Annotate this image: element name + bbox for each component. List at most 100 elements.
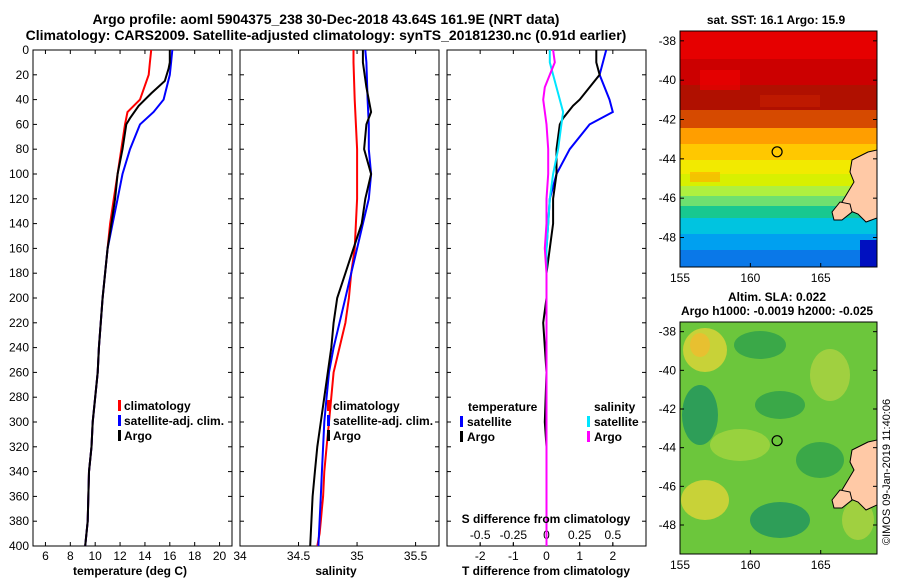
x-tick-label: 8 bbox=[67, 549, 74, 563]
new-zealand-coast bbox=[841, 439, 877, 511]
s-tick-label: -0.25 bbox=[500, 528, 528, 542]
lat-tick-label: -42 bbox=[659, 402, 677, 416]
sla-blob bbox=[682, 385, 718, 445]
sst-patch bbox=[690, 172, 720, 182]
legend-swatch-t-satellite bbox=[460, 416, 463, 427]
legend-label-climatology: climatology bbox=[333, 399, 400, 413]
lat-tick-label: -40 bbox=[659, 363, 677, 377]
lon-tick-label: 165 bbox=[811, 558, 831, 572]
depth-tick-label: 100 bbox=[9, 167, 29, 181]
depth-tick-label: 180 bbox=[9, 266, 29, 280]
x-tick-label: -2 bbox=[475, 549, 486, 563]
depth-tick-label: 200 bbox=[9, 291, 29, 305]
lat-tick-label: -48 bbox=[659, 231, 677, 245]
x-tick-label: 0 bbox=[543, 549, 550, 563]
figure-title-line1: Argo profile: aoml 5904375_238 30-Dec-20… bbox=[93, 11, 560, 27]
depth-tick-label: 320 bbox=[9, 440, 29, 454]
x-tick-label: 20 bbox=[213, 549, 227, 563]
depth-tick-label: 140 bbox=[9, 217, 29, 231]
legend-swatch-climatology bbox=[118, 400, 121, 411]
salinity-depth-ticks bbox=[240, 49, 439, 547]
legend-swatch-t-argo bbox=[460, 431, 463, 442]
argo-position-marker bbox=[771, 435, 783, 447]
depth-tick-label: 120 bbox=[9, 192, 29, 206]
depth-tick-label: 240 bbox=[9, 341, 29, 355]
sla-blob bbox=[810, 349, 850, 401]
depth-ticks: 0 20 40 60 80 100 120 140 160 180 200 220 240 260 280 3… bbox=[9, 43, 232, 553]
x-tick-label: -1 bbox=[508, 549, 519, 563]
depth-tick-label: 300 bbox=[9, 415, 29, 429]
s-tick-label: 0.25 bbox=[568, 528, 592, 542]
sst-band bbox=[680, 250, 877, 267]
x-tick-label: 2 bbox=[609, 549, 616, 563]
temperature-satellite-line bbox=[84, 50, 174, 546]
lat-tick-label: -48 bbox=[659, 518, 677, 532]
new-zealand-coast bbox=[831, 489, 853, 509]
sla-blob bbox=[690, 333, 710, 357]
legend-swatch-satellite bbox=[327, 415, 330, 426]
sst-band bbox=[680, 234, 877, 250]
x-tick-label: 6 bbox=[42, 549, 49, 563]
temperature-panel: 0 20 40 60 80 100 120 140 160 180 200 220 240 260 280 3… bbox=[9, 43, 233, 578]
sla-blob bbox=[755, 391, 805, 419]
lat-tick-label: -38 bbox=[659, 325, 677, 339]
s-difference-xlabel: S difference from climatology bbox=[462, 512, 631, 526]
x-tick-label: 18 bbox=[188, 549, 202, 563]
sst-band bbox=[680, 206, 877, 218]
difference-legend: temperature satellite Argo salinity sate… bbox=[460, 400, 639, 444]
sst-band bbox=[680, 186, 877, 196]
salinity-climatology-line bbox=[316, 50, 359, 546]
sla-map-lon-ticks: 155 160 165 bbox=[670, 550, 831, 572]
legend-swatch-s-argo bbox=[587, 431, 590, 442]
difference-depth-ticks bbox=[447, 49, 646, 547]
x-tick-label: 34 bbox=[233, 549, 247, 563]
salinity-ticks: 34 34.5 35 35.5 bbox=[233, 50, 428, 563]
depth-tick-label: 400 bbox=[9, 539, 29, 553]
temperature-argo-line bbox=[84, 50, 171, 546]
x-tick-label: 35.5 bbox=[404, 549, 428, 563]
depth-tick-label: 20 bbox=[16, 68, 30, 82]
lon-tick-label: 160 bbox=[740, 558, 760, 572]
new-zealand-coast bbox=[841, 149, 877, 223]
difference-panel: -2 -1 0 1 2 -0.5 -0.25 0 0.25 0.5 temperature sa… bbox=[446, 49, 647, 578]
x-tick-label: 35 bbox=[350, 549, 364, 563]
legend-label-satellite: satellite-adj. clim. bbox=[333, 414, 433, 428]
argo-position-marker bbox=[771, 146, 783, 158]
sst-band bbox=[680, 218, 877, 234]
x-tick-label: 34.5 bbox=[287, 549, 311, 563]
sst-map-panel: sat. SST: 16.1 Argo: 15.9 -38 -40 -42 bbox=[659, 13, 878, 285]
sst-map-lon-ticks: 155 160 165 bbox=[670, 263, 831, 285]
salinity-axes-frame bbox=[239, 49, 440, 547]
legend-label-satellite: satellite-adj. clim. bbox=[124, 414, 224, 428]
x-tick-label: 16 bbox=[163, 549, 177, 563]
lon-tick-label: 155 bbox=[670, 558, 690, 572]
s-difference-ticks: -0.5 -0.25 0 0.25 0.5 bbox=[470, 528, 621, 546]
lon-tick-label: 155 bbox=[670, 271, 690, 285]
sla-map-panel: Altim. SLA: 0.022 Argo h1000: -0.0019 h2… bbox=[659, 290, 878, 572]
lat-tick-label: -42 bbox=[659, 113, 677, 127]
lat-tick-label: -44 bbox=[659, 152, 677, 166]
depth-tick-label: 280 bbox=[9, 390, 29, 404]
sla-blob bbox=[681, 480, 729, 520]
new-zealand-coast bbox=[831, 201, 853, 221]
salinity-argo-line bbox=[309, 50, 373, 546]
s-diff-satellite-line bbox=[545, 50, 565, 546]
figure-title-line2: Climatology: CARS2009. Satellite-adjuste… bbox=[26, 27, 627, 43]
depth-tick-label: 380 bbox=[9, 514, 29, 528]
legend-label-argo: Argo bbox=[333, 429, 361, 443]
sst-map-title: sat. SST: 16.1 Argo: 15.9 bbox=[707, 13, 846, 27]
lat-tick-label: -38 bbox=[659, 34, 677, 48]
x-tick-label: 1 bbox=[576, 549, 583, 563]
t-diff-satellite-line bbox=[545, 50, 614, 546]
sst-patch bbox=[760, 95, 820, 107]
x-tick-label: 10 bbox=[89, 549, 103, 563]
salinity-xlabel: salinity bbox=[315, 564, 357, 578]
sla-blob bbox=[750, 502, 810, 538]
s-diff-argo-line bbox=[542, 50, 556, 546]
sst-band bbox=[680, 110, 877, 128]
imos-timestamp: ©IMOS 09-Jan-2019 11:40:06 bbox=[881, 399, 893, 545]
sla-blob bbox=[796, 442, 844, 478]
depth-tick-label: 340 bbox=[9, 465, 29, 479]
sla-map-lat-ticks: -38 -40 -42 -44 -46 -48 bbox=[659, 325, 877, 532]
sst-band bbox=[680, 128, 877, 144]
